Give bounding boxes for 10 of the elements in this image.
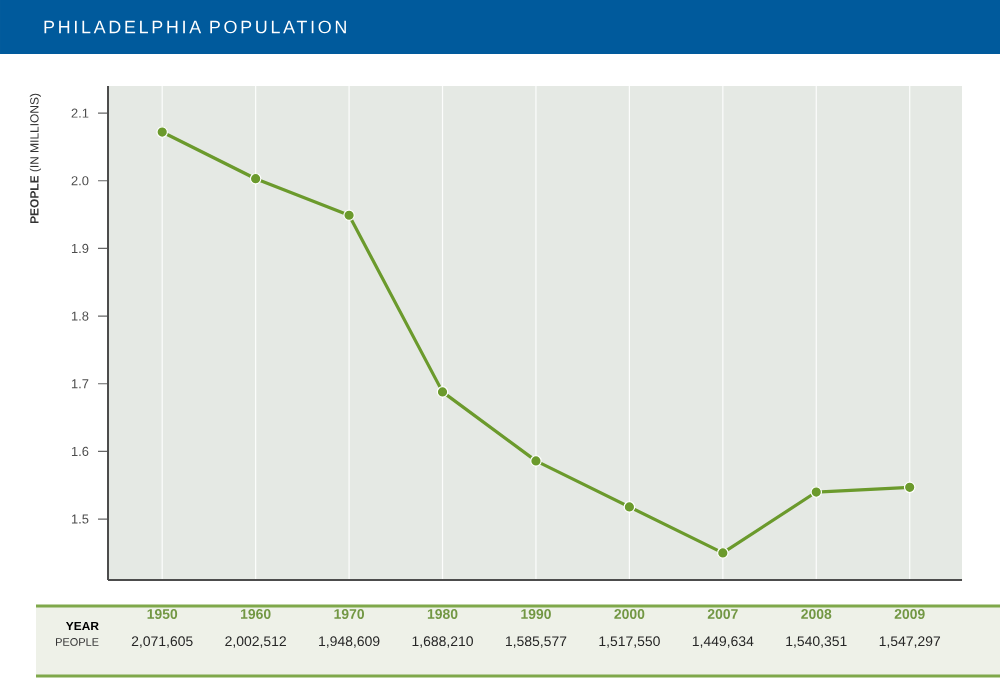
point (343, 209, 355, 222)
point (623, 501, 636, 513)
point (156, 126, 168, 138)
chart-title: PHILADELPHIA POPULATION (44, 20, 346, 34)
point (717, 547, 729, 559)
point (530, 455, 542, 467)
point (810, 486, 823, 498)
point (249, 172, 262, 185)
point (903, 481, 916, 494)
point (436, 386, 449, 398)
